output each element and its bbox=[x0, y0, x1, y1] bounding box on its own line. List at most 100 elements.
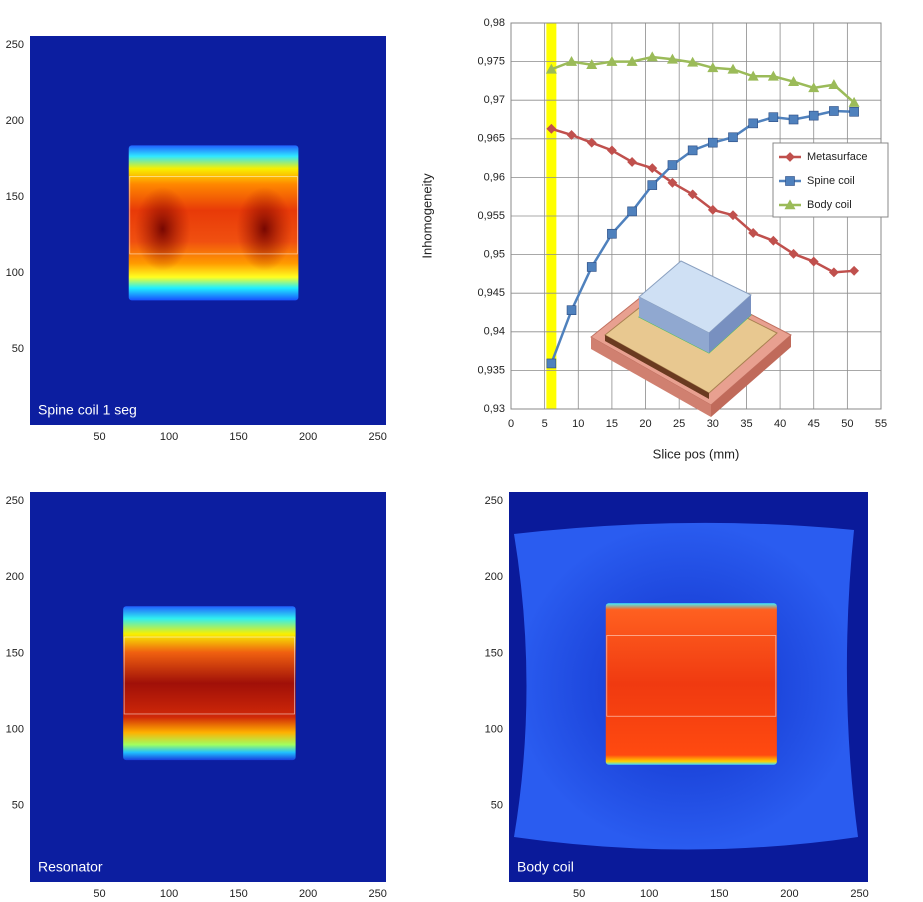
x-tick-label: 50 bbox=[93, 431, 105, 443]
data-point bbox=[747, 70, 759, 81]
series-line bbox=[550, 109, 855, 364]
data-point bbox=[667, 177, 678, 188]
y-tick-label: 0,955 bbox=[477, 210, 505, 222]
y-tick-label: 200 bbox=[6, 571, 24, 583]
inset-stripe bbox=[605, 335, 709, 399]
data-point bbox=[566, 130, 577, 140]
legend-label: Metasurface bbox=[807, 151, 868, 163]
x-tick-label: 25 bbox=[673, 418, 685, 430]
data-point bbox=[808, 82, 820, 93]
panel-label: Resonator bbox=[38, 859, 103, 875]
x-tick-label: 10 bbox=[572, 418, 584, 430]
data-point bbox=[687, 189, 698, 200]
data-point bbox=[748, 228, 759, 238]
inset-box-side bbox=[709, 295, 751, 353]
data-point bbox=[627, 206, 637, 217]
x-tick-label: 50 bbox=[841, 418, 853, 430]
data-point bbox=[687, 56, 699, 67]
slab-outline bbox=[123, 636, 296, 715]
data-point bbox=[828, 79, 840, 90]
y-tick-label: 0,975 bbox=[477, 56, 505, 68]
data-point bbox=[545, 63, 557, 74]
data-point bbox=[586, 59, 598, 69]
x-tick-label: 150 bbox=[229, 888, 247, 900]
data-point bbox=[828, 267, 839, 278]
y-tick-label: 0,945 bbox=[477, 287, 505, 299]
x-axis-title: Slice pos (mm) bbox=[653, 446, 740, 461]
data-point bbox=[849, 106, 859, 117]
inset-box-side bbox=[639, 297, 709, 353]
x-tick-label: 100 bbox=[640, 888, 658, 900]
data-point bbox=[666, 53, 678, 64]
x-tick-label: 0 bbox=[508, 418, 514, 430]
y-tick-label: 200 bbox=[6, 115, 24, 127]
data-point bbox=[707, 204, 718, 215]
x-tick-label: 200 bbox=[299, 888, 317, 900]
x-tick-label: 250 bbox=[368, 431, 386, 443]
y-tick-label: 0,965 bbox=[477, 133, 505, 145]
data-point bbox=[728, 210, 738, 221]
y-tick-label: 50 bbox=[12, 343, 24, 355]
data-point bbox=[586, 137, 597, 148]
x-tick-label: 100 bbox=[160, 431, 178, 443]
data-point bbox=[586, 262, 597, 272]
x-tick-label: 20 bbox=[639, 418, 651, 430]
x-tick-label: 30 bbox=[707, 418, 719, 430]
data-point bbox=[606, 145, 617, 156]
y-tick-label: 100 bbox=[6, 724, 24, 736]
x-tick-label: 150 bbox=[710, 888, 728, 900]
y-tick-label: 100 bbox=[6, 267, 24, 279]
x-tick-label: 55 bbox=[875, 418, 887, 430]
x-tick-label: 50 bbox=[573, 888, 585, 900]
x-tick-label: 200 bbox=[299, 431, 317, 443]
hot-spot bbox=[236, 186, 293, 271]
y-tick-label: 0,96 bbox=[484, 171, 505, 183]
data-point bbox=[788, 76, 800, 86]
data-point bbox=[546, 358, 557, 369]
y-axis-title: Inhomogeneity bbox=[419, 173, 434, 259]
x-tick-label: 40 bbox=[774, 418, 786, 430]
inset-illustration bbox=[590, 260, 792, 417]
x-tick-label: 250 bbox=[850, 888, 868, 900]
y-tick-label: 250 bbox=[485, 495, 503, 507]
y-tick-label: 150 bbox=[6, 191, 24, 203]
x-tick-label: 200 bbox=[780, 888, 798, 900]
y-tick-label: 200 bbox=[485, 571, 503, 583]
hot-region bbox=[605, 603, 777, 765]
data-point bbox=[808, 256, 819, 267]
data-point bbox=[627, 157, 638, 167]
data-point bbox=[566, 305, 577, 315]
hot-region bbox=[123, 606, 296, 761]
data-point bbox=[848, 96, 860, 107]
y-tick-label: 150 bbox=[6, 647, 24, 659]
slab-outline bbox=[606, 635, 777, 717]
y-tick-label: 150 bbox=[485, 647, 503, 659]
data-point bbox=[707, 62, 719, 73]
x-tick-label: 15 bbox=[606, 418, 618, 430]
x-tick-label: 45 bbox=[808, 418, 820, 430]
hot-spot bbox=[134, 186, 191, 271]
y-tick-label: 250 bbox=[6, 495, 24, 507]
y-tick-label: 0,97 bbox=[484, 94, 505, 106]
data-point bbox=[829, 106, 839, 116]
y-tick-label: 100 bbox=[485, 724, 503, 736]
data-point bbox=[626, 55, 638, 66]
series-line bbox=[550, 127, 855, 274]
y-tick-label: 50 bbox=[491, 800, 503, 812]
data-point bbox=[667, 160, 678, 170]
y-tick-label: 0,95 bbox=[484, 249, 505, 261]
data-point bbox=[566, 55, 578, 66]
data-point bbox=[647, 180, 658, 190]
data-point bbox=[768, 235, 779, 246]
y-tick-label: 0,94 bbox=[484, 326, 505, 338]
data-point bbox=[646, 51, 658, 62]
data-point bbox=[788, 114, 799, 125]
data-point bbox=[546, 123, 557, 134]
panel-label: Spine coil 1 seg bbox=[38, 402, 137, 418]
data-point bbox=[768, 112, 779, 122]
slab-outline bbox=[129, 176, 298, 255]
inset-base-side bbox=[711, 335, 791, 417]
y-tick-label: 0,93 bbox=[484, 403, 505, 415]
